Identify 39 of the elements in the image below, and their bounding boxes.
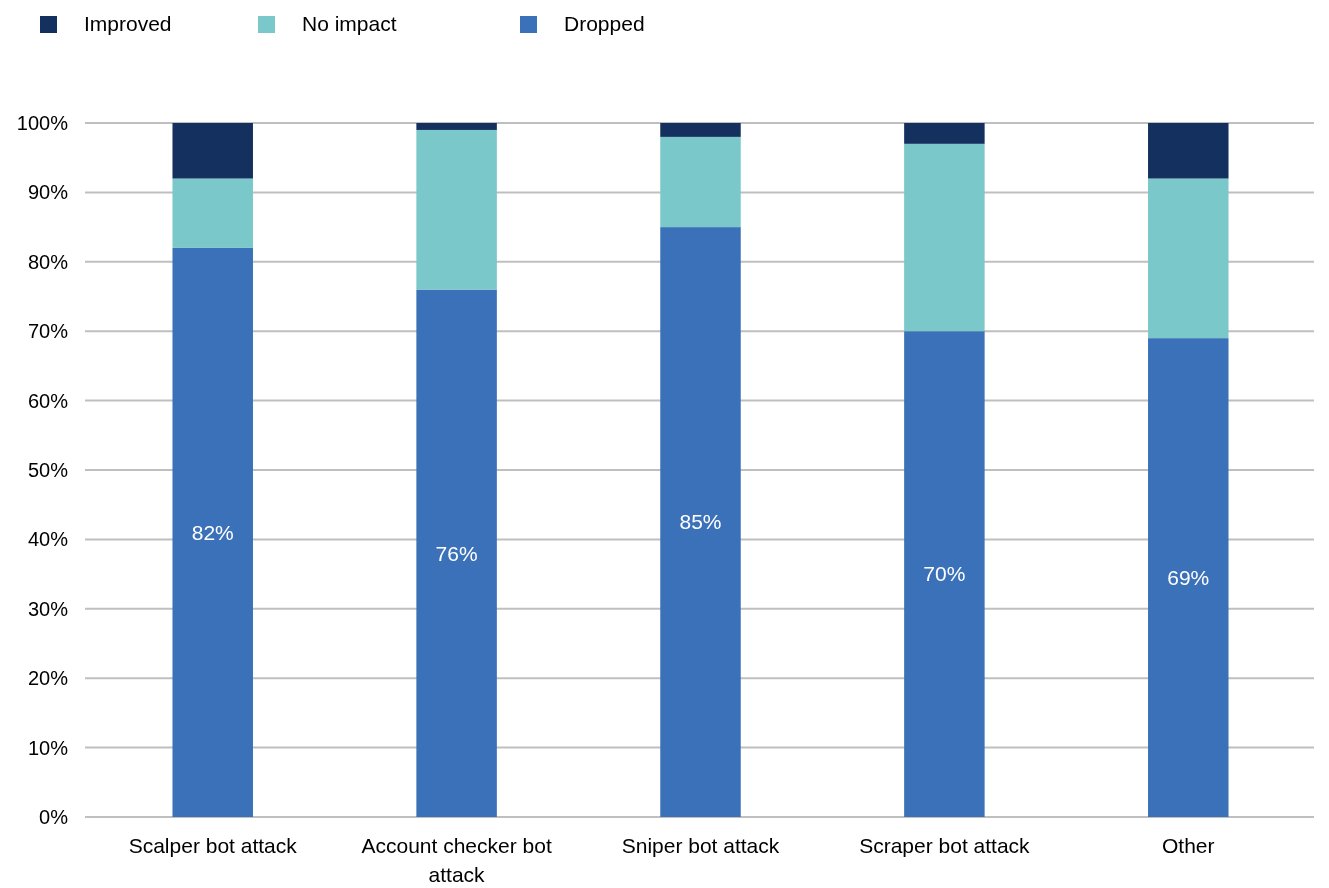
y-tick-label: 40% bbox=[27, 528, 69, 551]
bar bbox=[1148, 123, 1229, 179]
bar bbox=[172, 123, 253, 179]
bar bbox=[416, 289, 497, 817]
bar bbox=[660, 227, 741, 817]
x-tick-label: Sniper bot attack bbox=[621, 834, 780, 857]
bar bbox=[660, 136, 741, 228]
y-tick-label: 90% bbox=[27, 181, 69, 204]
y-tick-label: 60% bbox=[27, 389, 69, 412]
legend-label: Dropped bbox=[564, 12, 645, 36]
bar bbox=[416, 123, 497, 130]
legend-label: Improved bbox=[84, 12, 172, 36]
bar bbox=[416, 129, 497, 290]
x-tick-label: Other bbox=[1162, 834, 1215, 857]
x-tick-label: Scraper bot attack bbox=[859, 834, 1031, 857]
y-tick-label: 70% bbox=[27, 320, 69, 343]
bar bbox=[660, 123, 741, 137]
data-label: 82% bbox=[191, 520, 234, 544]
bar bbox=[904, 123, 985, 144]
data-label: 70% bbox=[923, 562, 966, 586]
legend-label: No impact bbox=[302, 12, 397, 36]
y-tick-label: 20% bbox=[27, 667, 69, 690]
data-label: 69% bbox=[1167, 565, 1210, 589]
y-tick-label: 100% bbox=[16, 112, 69, 134]
x-tick-label: Scalper bot attack bbox=[128, 834, 298, 857]
y-tick-label: 80% bbox=[27, 250, 69, 273]
y-tick-label: 0% bbox=[39, 806, 69, 828]
bar bbox=[904, 331, 985, 817]
y-tick-label: 50% bbox=[27, 459, 69, 481]
bar bbox=[1148, 338, 1229, 817]
data-label: 85% bbox=[679, 510, 722, 534]
bar bbox=[904, 143, 985, 332]
bar bbox=[1148, 178, 1229, 339]
data-label: 76% bbox=[435, 541, 478, 565]
bar bbox=[172, 178, 253, 248]
bar bbox=[172, 247, 253, 817]
y-tick-label: 30% bbox=[27, 597, 69, 620]
y-tick-label: 10% bbox=[27, 736, 69, 759]
x-tick-label: Account checker bot attack bbox=[361, 834, 552, 886]
